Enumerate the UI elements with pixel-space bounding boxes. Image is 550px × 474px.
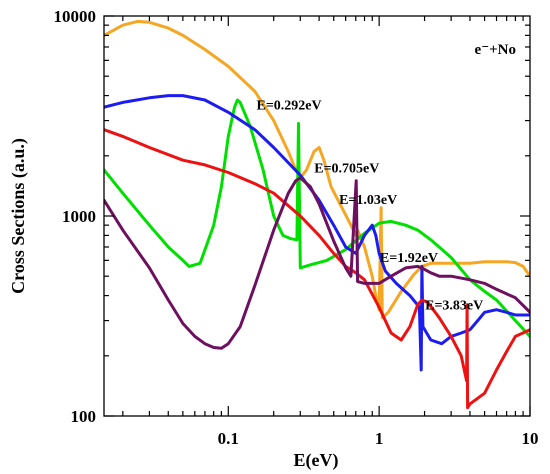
x-tick-label: 0.1 [218, 429, 239, 448]
series-line-3 [104, 94, 530, 372]
resonance-annotation: E=1.92eV [380, 251, 438, 266]
y-tick-label: 100 [71, 407, 97, 426]
x-tick-label: 1 [375, 429, 384, 448]
series-line-2 [104, 98, 530, 338]
resonance-annotation: E=0.292eV [256, 99, 321, 114]
series-line-5 [104, 176, 530, 350]
y-axis-label: Cross Sections (a.u.) [8, 138, 29, 294]
resonance-annotation: E=0.705eV [314, 162, 379, 177]
series-line-4 [104, 128, 530, 410]
resonance-annotation: E=3.83eV [425, 299, 483, 314]
x-axis-label: E(eV) [294, 450, 339, 471]
y-tick-label: 1000 [62, 207, 96, 226]
legend-text: e⁻+No [475, 42, 516, 58]
resonance-annotation: E=1.03eV [339, 193, 397, 208]
y-tick-label: 10000 [54, 7, 97, 26]
plot-frame [103, 15, 531, 417]
x-tick-label: 10 [522, 429, 539, 448]
